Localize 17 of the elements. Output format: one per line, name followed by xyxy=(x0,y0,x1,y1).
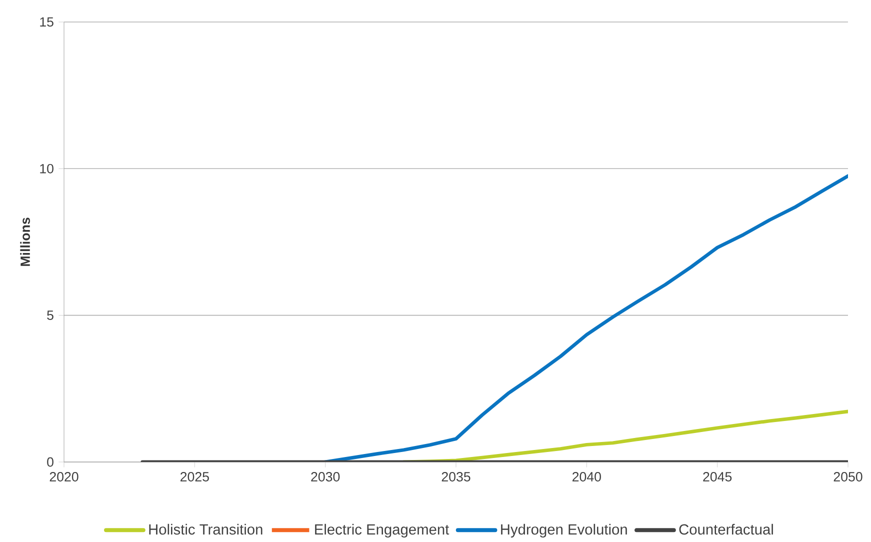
line-series xyxy=(324,174,848,462)
y-tick-label: 0 xyxy=(47,457,54,467)
x-tick-label: 2050 xyxy=(834,472,862,482)
legend-label: Electric Engagement xyxy=(315,524,450,538)
y-tick-label: 5 xyxy=(47,310,54,320)
legend-label: Hydrogen Evolution xyxy=(501,524,627,538)
x-tick-label: 2030 xyxy=(311,472,340,482)
x-tick-label: 2020 xyxy=(50,472,78,482)
y-tick-label: 10 xyxy=(40,164,54,174)
x-tick-label: 2045 xyxy=(703,472,732,482)
x-tick-label: 2040 xyxy=(572,472,601,482)
x-tick-label: 2025 xyxy=(180,472,209,482)
y-tick-label: 15 xyxy=(40,17,54,27)
legend-label: Holistic Transition xyxy=(149,524,262,535)
x-tick-label: 2035 xyxy=(442,472,470,482)
legend-label: Counterfactual xyxy=(679,524,773,535)
y-axis-title: Millions xyxy=(20,218,30,266)
